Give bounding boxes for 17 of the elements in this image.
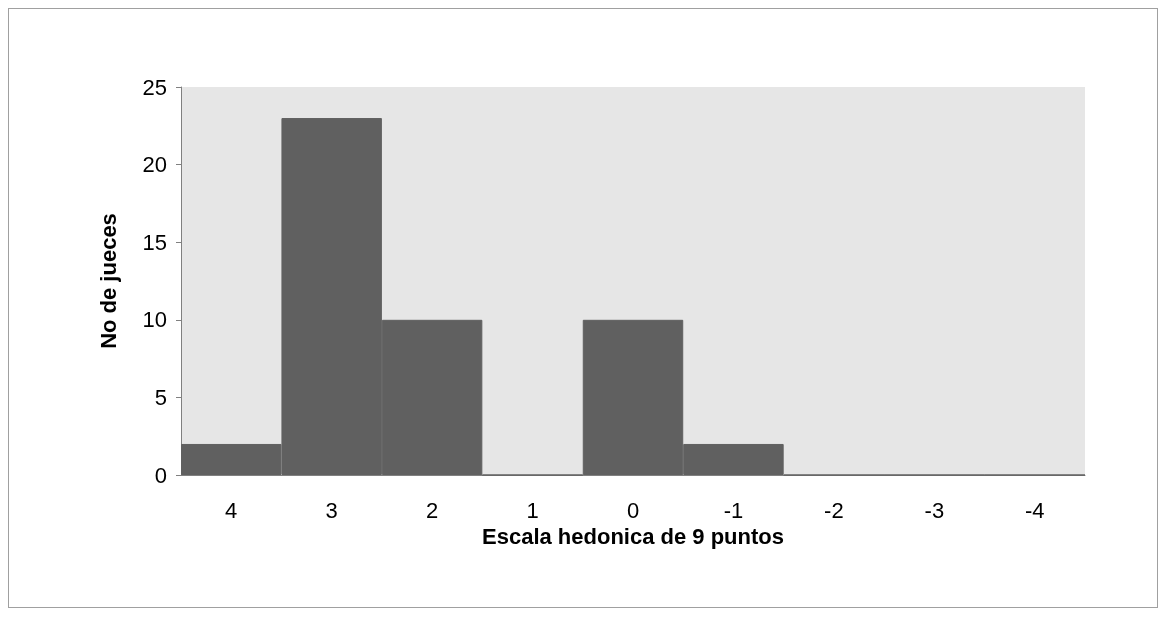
x-tick-label: 0 bbox=[626, 497, 640, 523]
x-tick-label: -3 bbox=[924, 497, 945, 523]
y-tick-label: 15 bbox=[142, 229, 167, 255]
y-tick-label: 25 bbox=[142, 74, 167, 100]
x-tick-label: -4 bbox=[1025, 497, 1045, 523]
y-tick-label: 20 bbox=[142, 152, 167, 178]
y-tick-label: 0 bbox=[154, 462, 167, 488]
y-axis-title: No de jueces bbox=[95, 213, 121, 349]
y-tick-label: 5 bbox=[154, 384, 167, 410]
x-axis-title: Escala hedonica de 9 puntos bbox=[482, 524, 784, 550]
x-tick-label: 3 bbox=[325, 497, 338, 523]
x-tick-label: -2 bbox=[824, 497, 844, 523]
x-tick-label: 4 bbox=[225, 497, 238, 523]
x-tick-label: -1 bbox=[723, 497, 744, 523]
x-tick-label: 1 bbox=[526, 497, 539, 523]
x-tick-label: 2 bbox=[425, 497, 439, 523]
y-tick-label: 10 bbox=[142, 307, 167, 333]
